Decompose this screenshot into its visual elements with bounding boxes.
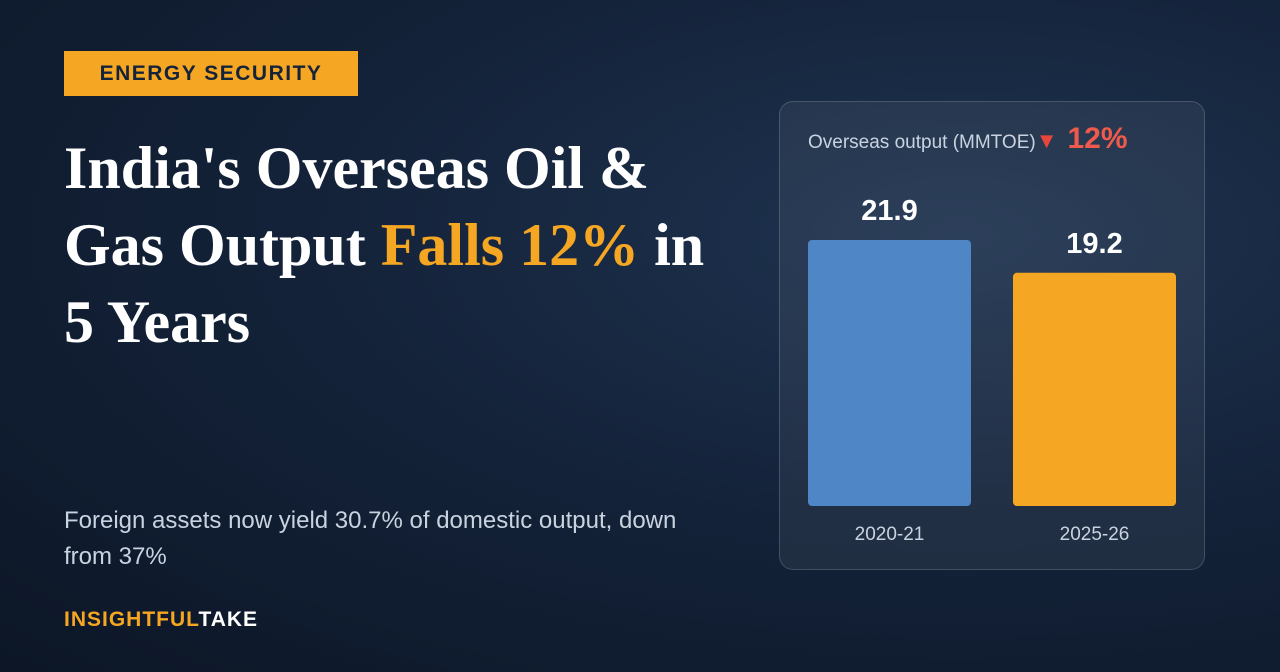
chart-title: Overseas output (MMTOE)	[808, 132, 1036, 153]
subtitle: Foreign assets now yield 30.7% of domest…	[64, 507, 677, 570]
bar	[808, 240, 971, 506]
brand: INSIGHTFULTAKE	[64, 608, 258, 632]
value-label: 21.9	[861, 195, 917, 227]
headline-highlight: Falls	[380, 212, 505, 278]
chart-card: Overseas output (MMTOE)▼ 12% 21.9 2020-21 1…	[779, 101, 1205, 570]
headline-text: India's Overseas Oil & Gas Output	[64, 135, 650, 278]
value-label: 19.2	[1066, 228, 1122, 260]
tag: ENERGY SECURITY	[64, 51, 358, 96]
change-arrow: ▼	[1036, 128, 1058, 153]
headline-text: in 5 Years	[64, 212, 705, 355]
chart-title-line: Overseas output (MMTOE)▼ 12%	[808, 122, 1128, 155]
chart: Overseas output (MMTOE)▼ 12% 21.9 2020-21 1…	[808, 122, 1176, 545]
headline-highlight: 12%	[519, 212, 640, 278]
x-tick-label: 2020-21	[855, 524, 925, 545]
headline: India's Overseas Oil & Gas Output Falls …	[64, 130, 744, 361]
bar	[1013, 272, 1176, 506]
brand-second: TAKE	[198, 608, 259, 631]
x-tick-label: 2025-26	[1060, 524, 1130, 545]
brand-first: INSIGHTFUL	[64, 608, 199, 631]
change-label: 12%	[1068, 122, 1128, 155]
